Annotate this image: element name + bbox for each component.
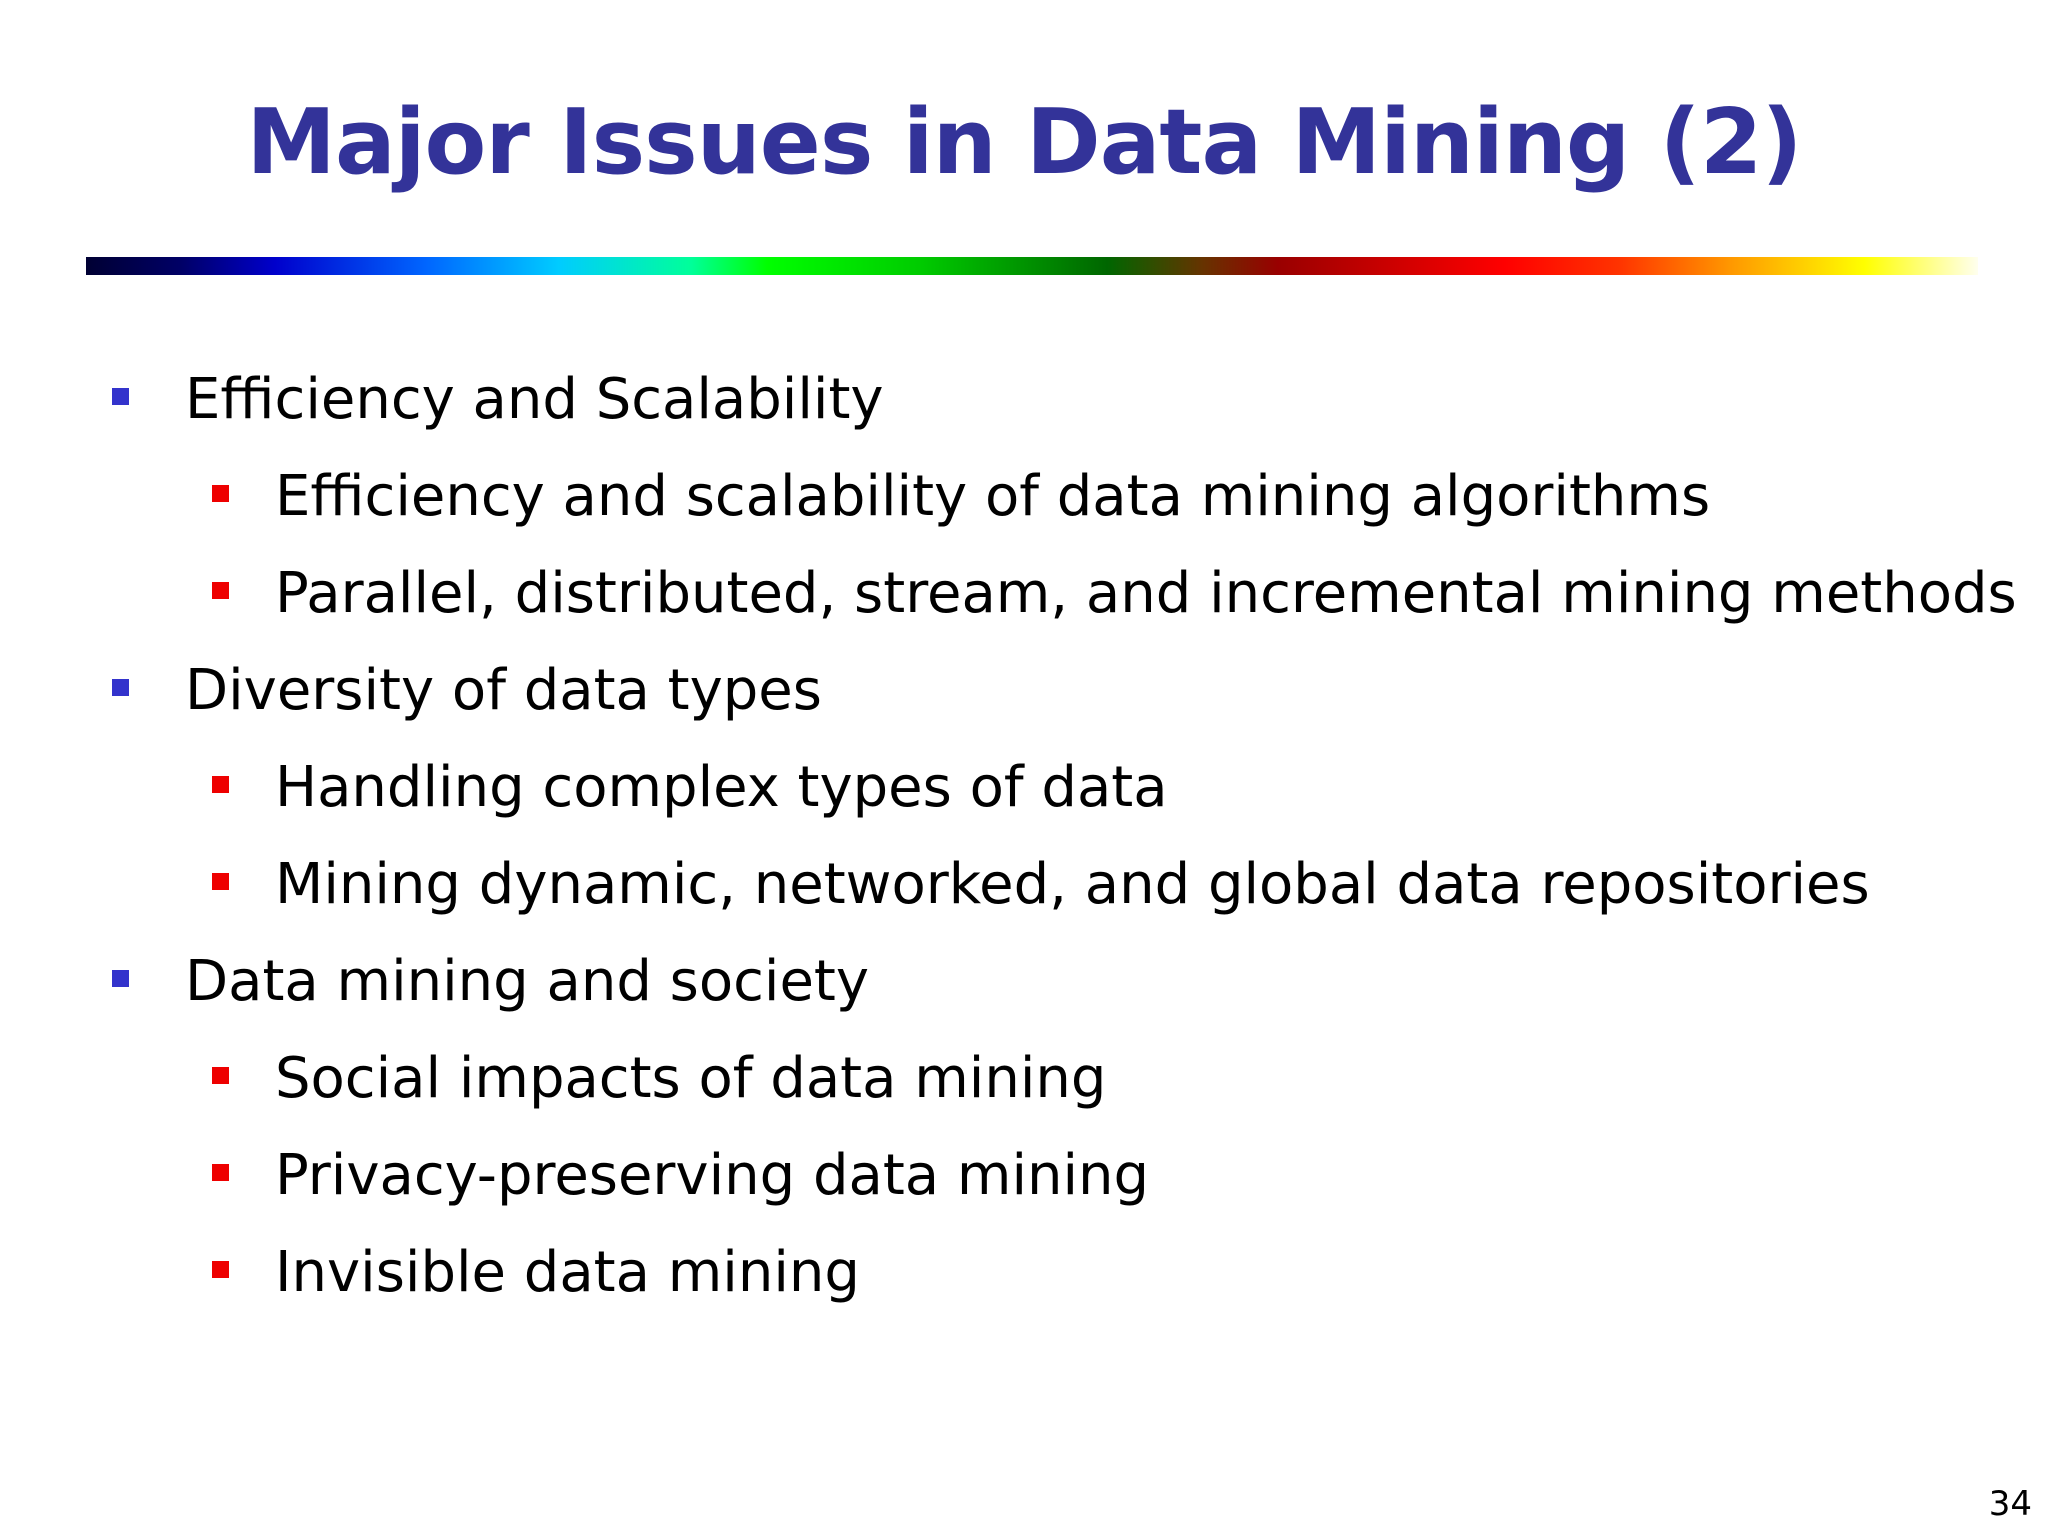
sub-bullet-text: Parallel, distributed, stream, and incre… — [275, 561, 2017, 626]
bullet-item: Diversity of data types — [112, 651, 822, 731]
square-bullet-icon — [112, 970, 129, 987]
sub-bullet-text: Invisible data mining — [275, 1240, 860, 1305]
sub-bullet-text: Privacy-preserving data mining — [275, 1143, 1150, 1208]
square-bullet-icon — [212, 582, 229, 599]
bullet-item: Efficiency and Scalability — [112, 360, 884, 440]
sub-bullet-item: Parallel, distributed, stream, and incre… — [212, 554, 2017, 634]
square-bullet-icon — [212, 776, 229, 793]
bullet-text: Data mining and society — [185, 949, 870, 1014]
square-bullet-icon — [112, 388, 129, 405]
sub-bullet-item: Handling complex types of data — [212, 748, 1168, 828]
sub-bullet-item: Privacy-preserving data mining — [212, 1136, 1150, 1216]
square-bullet-icon — [112, 679, 129, 696]
sub-bullet-text: Efficiency and scalability of data minin… — [275, 464, 1711, 529]
square-bullet-icon — [212, 873, 229, 890]
sub-bullet-item: Efficiency and scalability of data minin… — [212, 457, 1711, 537]
bullet-text: Diversity of data types — [185, 658, 822, 723]
sub-bullet-text: Social impacts of data mining — [275, 1046, 1107, 1111]
square-bullet-icon — [212, 1261, 229, 1278]
bullet-item: Data mining and society — [112, 942, 870, 1022]
rainbow-divider — [86, 257, 1978, 275]
slide-title: Major Issues in Data Mining (2) — [246, 90, 1802, 195]
page-number: 34 — [1988, 1484, 2032, 1524]
square-bullet-icon — [212, 485, 229, 502]
sub-bullet-text: Mining dynamic, networked, and global da… — [275, 852, 1870, 917]
square-bullet-icon — [212, 1067, 229, 1084]
sub-bullet-item: Invisible data mining — [212, 1233, 860, 1313]
bullet-text: Efficiency and Scalability — [185, 367, 884, 432]
square-bullet-icon — [212, 1164, 229, 1181]
sub-bullet-text: Handling complex types of data — [275, 755, 1168, 820]
sub-bullet-item: Social impacts of data mining — [212, 1039, 1107, 1119]
sub-bullet-item: Mining dynamic, networked, and global da… — [212, 845, 1870, 925]
